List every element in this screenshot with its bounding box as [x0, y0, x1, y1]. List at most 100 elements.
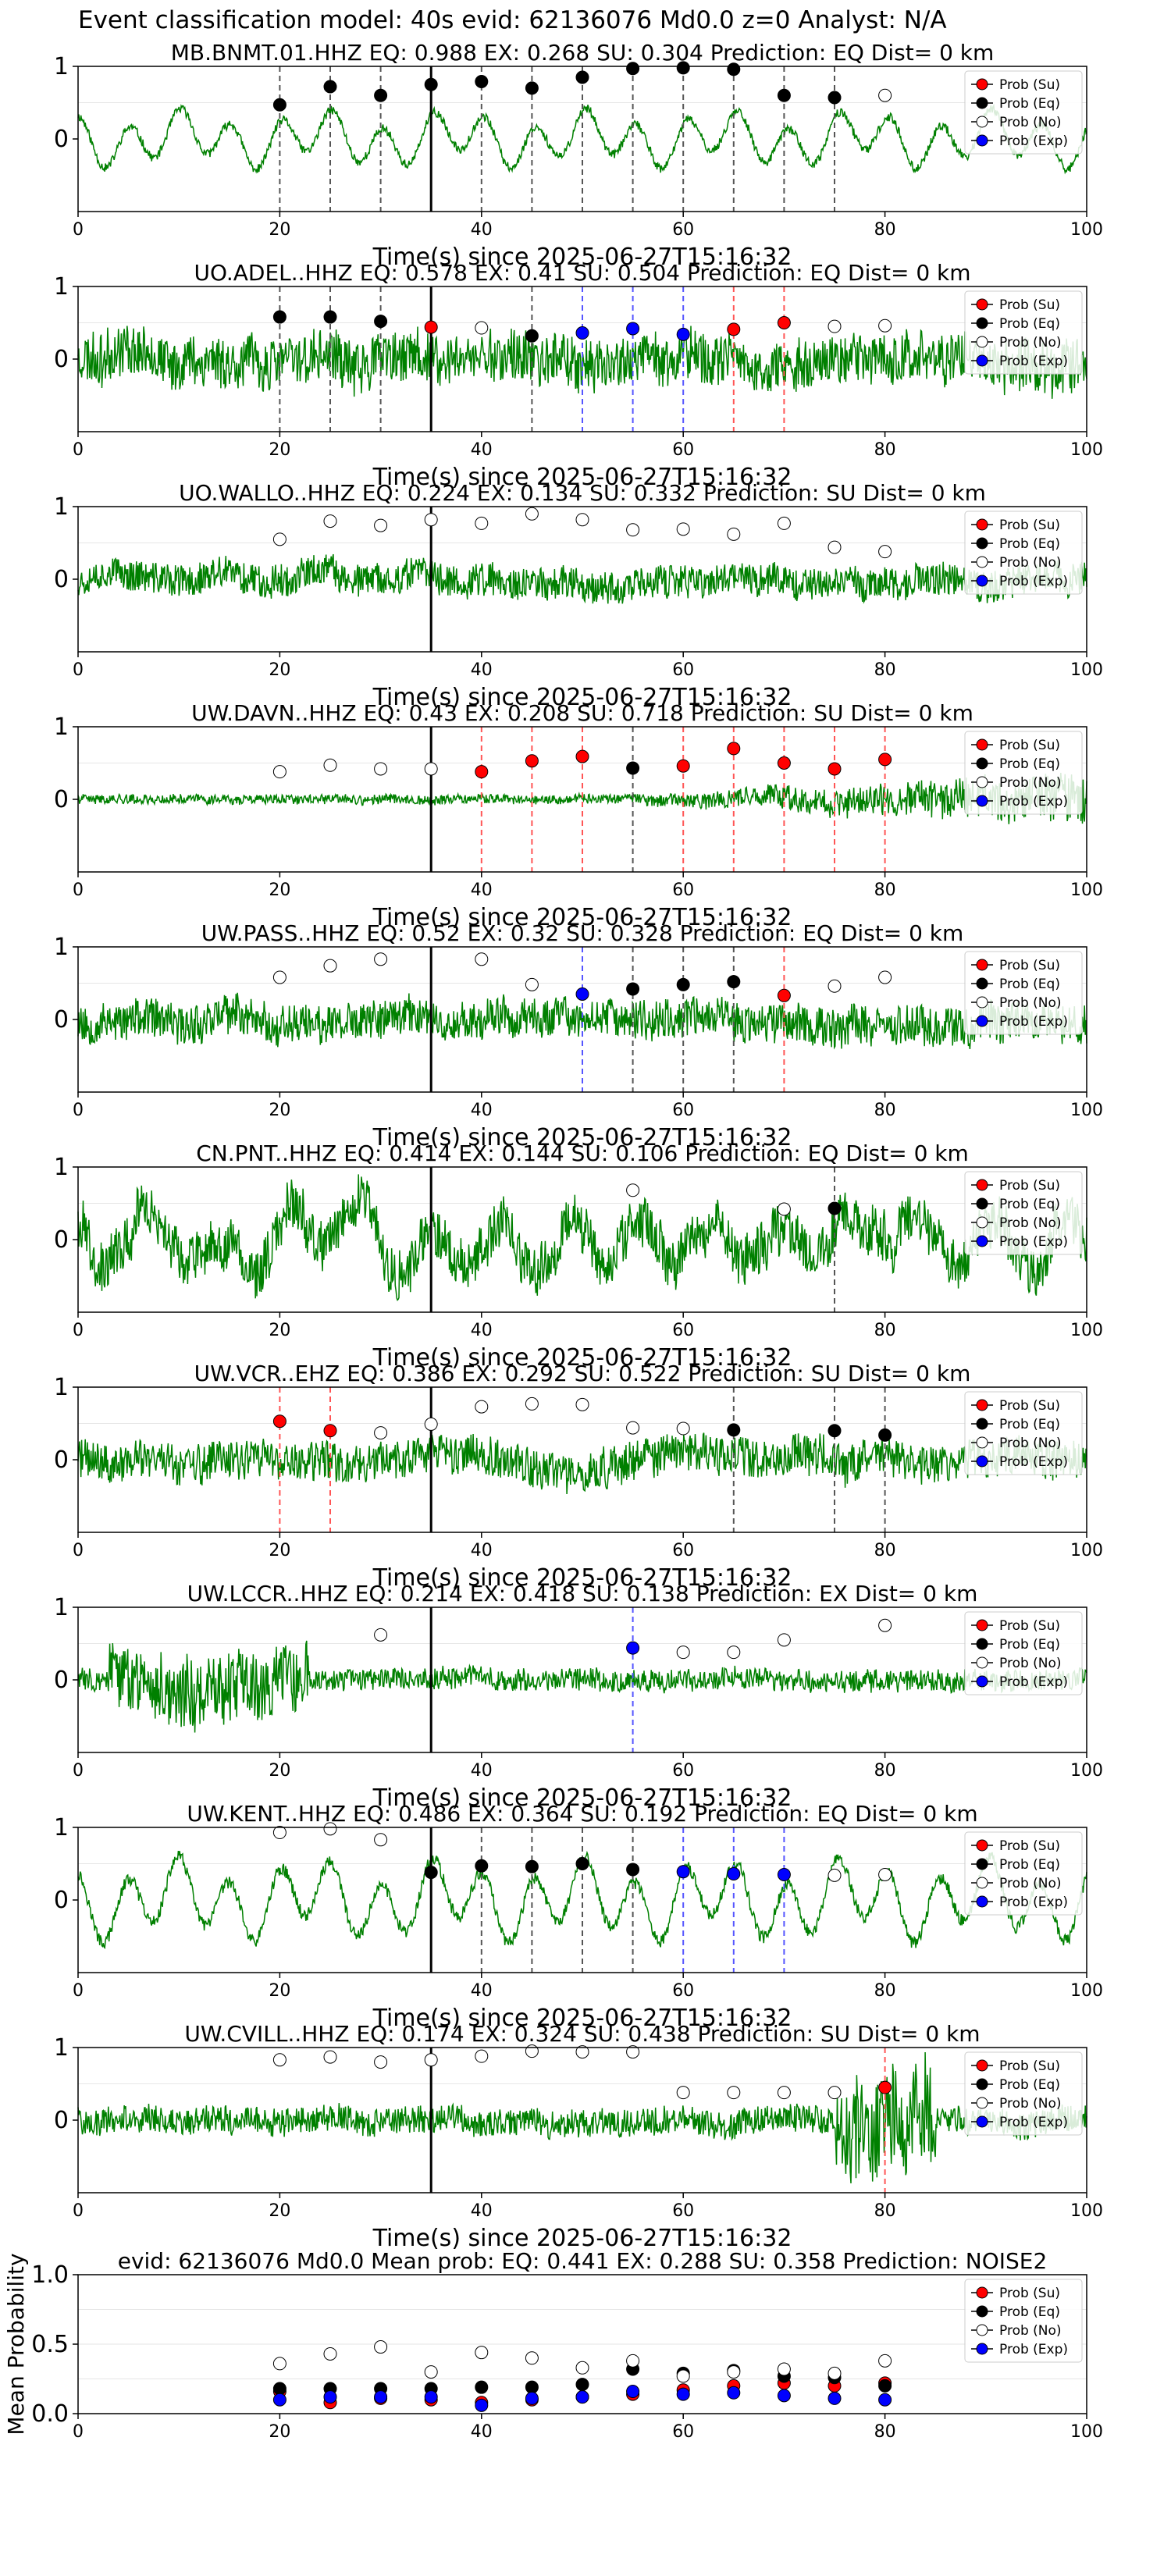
legend-marker-exp: [976, 2343, 988, 2355]
legend-label-exp: Prob (Exp): [999, 1234, 1068, 1250]
y-tick-label: 1: [54, 273, 69, 301]
y-tick-label: 1: [54, 1154, 69, 1181]
legend-marker-su: [976, 298, 988, 311]
prob-eq-point: [626, 1863, 640, 1877]
legend-label-exp: Prob (Exp): [999, 354, 1068, 369]
legend-label-no: Prob (No): [999, 115, 1062, 130]
mean-prob-eq-point: [575, 2378, 589, 2392]
prob-exp-point: [777, 1867, 791, 1881]
prob-no-point: [727, 1646, 741, 1660]
legend: Prob (Su) Prob (Eq) Prob (No) Prob (Exp): [964, 1831, 1083, 1916]
legend-label-eq: Prob (Eq): [999, 316, 1060, 332]
y-tick-label: 1: [54, 1814, 69, 1841]
x-tick-label: 100: [1070, 881, 1103, 900]
legend-marker-exp: [976, 134, 988, 147]
x-tick-label: 60: [672, 1761, 694, 1781]
prob-eq-point: [525, 329, 539, 343]
mean-prob-exp-point: [777, 2389, 791, 2403]
legend-label-exp: Prob (Exp): [999, 2342, 1068, 2357]
mean-prob-no-point: [525, 2351, 539, 2365]
mean-prob-eq-point: [475, 2380, 489, 2394]
legend-marker-eq: [976, 317, 988, 329]
legend-marker-exp: [976, 2115, 988, 2128]
legend-label-no: Prob (No): [999, 1215, 1062, 1231]
waveform-trace: [77, 773, 1087, 824]
x-tick-label: 100: [1070, 1761, 1103, 1781]
x-tick-label: 60: [672, 1321, 694, 1340]
legend: Prob (Su) Prob (Eq) Prob (No) Prob (Exp): [964, 1171, 1083, 1255]
legend-marker-eq: [976, 537, 988, 550]
prob-exp-point: [626, 1641, 640, 1655]
prob-su-point: [727, 742, 741, 756]
x-tick-label: 20: [269, 2422, 290, 2442]
mean-prob-exp-point: [374, 2390, 388, 2404]
prob-no-point: [878, 545, 892, 559]
prob-no-point: [676, 1646, 690, 1660]
prob-su-point: [878, 2080, 892, 2094]
x-tick-label: 40: [471, 1541, 493, 1560]
legend-label-no: Prob (No): [999, 1876, 1062, 1891]
prob-eq-point: [475, 75, 489, 89]
x-tick-label: 40: [471, 440, 493, 460]
x-axis-label: Time(s) since 2025-06-27T15:16:32: [372, 244, 792, 271]
x-tick-label: 80: [874, 2422, 896, 2442]
x-tick-label: 20: [269, 1101, 290, 1120]
mean-prob-exp-point: [323, 2390, 337, 2404]
prob-eq-point: [272, 310, 287, 324]
legend-label-no: Prob (No): [999, 1656, 1062, 1671]
legend-marker-no: [976, 1436, 988, 1449]
x-tick-label: 0: [73, 220, 84, 240]
prob-no-point: [525, 1397, 539, 1411]
prob-no-point: [424, 2053, 438, 2067]
prob-eq-point: [676, 977, 690, 991]
prob-eq-point: [525, 81, 539, 95]
x-tick-label: 60: [672, 1101, 694, 1120]
legend-label-eq: Prob (Eq): [999, 756, 1060, 772]
prob-no-point: [878, 1618, 892, 1632]
legend-marker-su: [976, 518, 988, 531]
x-axis-label: Time(s) since 2025-06-27T15:16:32: [372, 2005, 792, 2032]
legend-marker-no: [976, 2324, 988, 2336]
prob-no-point: [828, 319, 842, 333]
prob-su-point: [475, 765, 489, 779]
x-tick-label: 40: [471, 1321, 493, 1340]
prob-no-point: [828, 2086, 842, 2100]
x-tick-label: 0: [73, 1981, 84, 2001]
prob-su-point: [878, 753, 892, 767]
x-tick-label: 0: [73, 1541, 84, 1560]
chart-title: UW.KENT..HHZ EQ: 0.486 EX: 0.364 SU: 0.1…: [187, 1801, 977, 1827]
x-tick-label: 80: [874, 1541, 896, 1560]
x-tick-label: 80: [874, 1981, 896, 2001]
prob-no-point: [575, 513, 589, 527]
legend-label-eq: Prob (Eq): [999, 1637, 1060, 1653]
legend-box: [964, 1831, 1083, 1916]
prob-no-point: [272, 1826, 287, 1840]
waveform-trace: [77, 2051, 1087, 2184]
mean-prob-exp-point: [828, 2391, 842, 2405]
chart-title: UW.LCCR..HHZ EQ: 0.214 EX: 0.418 SU: 0.1…: [187, 1581, 978, 1606]
prob-no-point: [878, 88, 892, 102]
legend-label-su: Prob (Su): [999, 518, 1060, 533]
y-tick-label: 0.0: [31, 2400, 69, 2428]
prob-eq-point: [374, 88, 388, 102]
prob-no-point: [374, 1628, 388, 1642]
prob-eq-point: [323, 80, 337, 94]
legend-label-exp: Prob (Exp): [999, 1014, 1068, 1030]
legend-marker-eq: [976, 1858, 988, 1870]
legend-label-su: Prob (Su): [999, 1838, 1060, 1854]
prob-no-point: [323, 2050, 337, 2064]
prob-no-point: [878, 318, 892, 333]
prob-su-point: [575, 749, 589, 763]
chart-title: CN.PNT..HHZ EQ: 0.414 EX: 0.144 SU: 0.10…: [196, 1140, 969, 1166]
mean-prob-eq-point: [878, 2379, 892, 2393]
prob-no-point: [323, 514, 337, 528]
mean-prob-eq-point: [525, 2380, 539, 2394]
legend-marker-su: [976, 1179, 988, 1191]
prob-no-point: [777, 516, 791, 530]
chart-panel: CN.PNT..HHZ EQ: 0.414 EX: 0.144 SU: 0.10…: [54, 1140, 1103, 1372]
legend-label-no: Prob (No): [999, 335, 1062, 350]
prob-eq-point: [727, 1423, 741, 1437]
prob-eq-point: [272, 98, 287, 112]
prob-no-point: [575, 1397, 589, 1411]
